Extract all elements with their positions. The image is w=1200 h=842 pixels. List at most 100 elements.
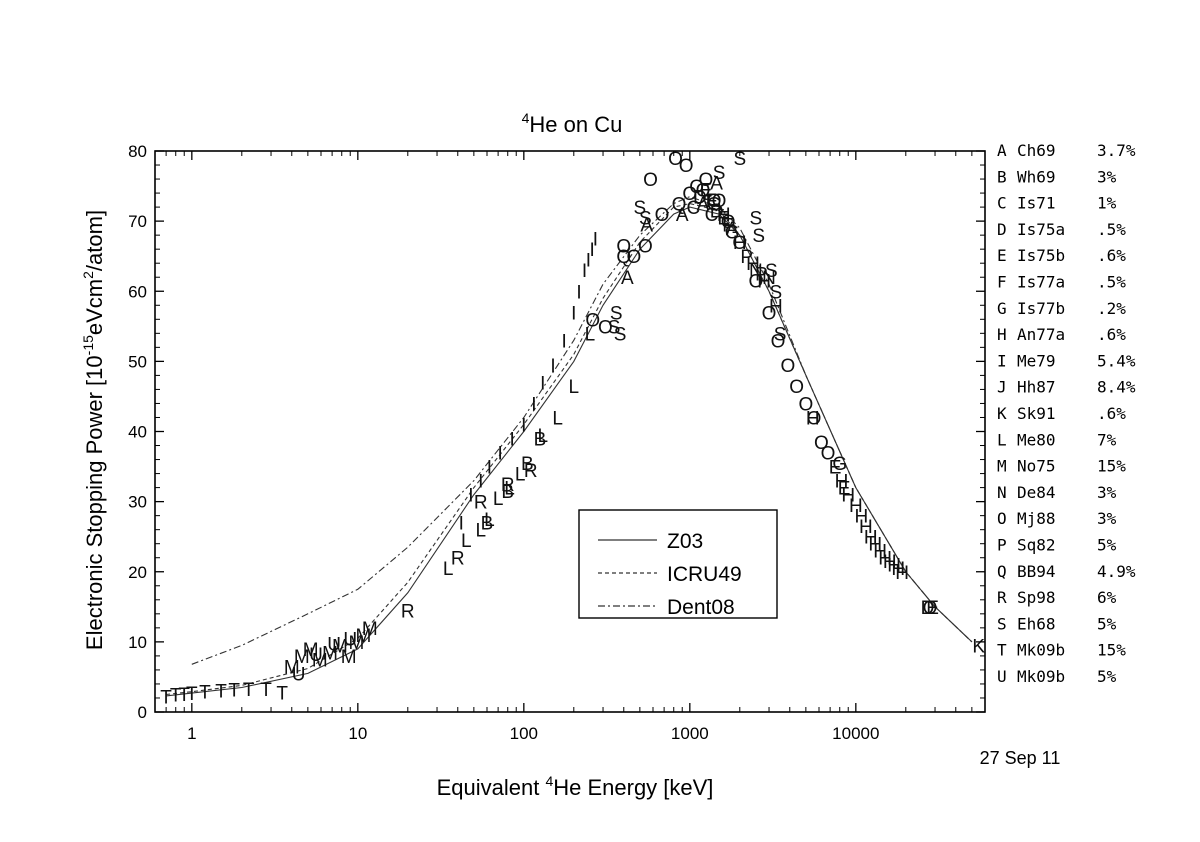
dataset-key-error: 1% (1097, 194, 1117, 213)
data-point-o: O (707, 191, 722, 212)
data-point-i: I (590, 240, 595, 261)
x-axis-label-main: He Energy [keV] (553, 775, 713, 800)
y-tick-label: 70 (128, 212, 147, 231)
dataset-key-letter: I (997, 351, 1007, 370)
data-point-p: P (740, 247, 753, 268)
data-point-h: H (887, 556, 901, 577)
data-point-n: N (762, 268, 776, 289)
dataset-key-error: .6% (1097, 325, 1126, 344)
data-point-q: Q (712, 191, 727, 212)
data-point-m: M (355, 626, 371, 647)
data-point-q: Q (672, 195, 687, 216)
dataset-key-letter: U (997, 667, 1007, 686)
data-point-i: I (478, 472, 483, 493)
dataset-key-letter: A (997, 141, 1007, 160)
data-point-t: T (260, 680, 272, 701)
dataset-key-row: N De84 3% (997, 483, 1117, 502)
dataset-key-row: K Sk91 .6% (997, 404, 1126, 423)
dataset-key-error: .6% (1097, 246, 1126, 265)
dataset-key-row: L Me80 7% (997, 430, 1117, 449)
dataset-key-letter: E (997, 246, 1007, 265)
data-point-h: H (883, 552, 897, 573)
data-point-t: T (160, 688, 172, 709)
data-point-s: S (713, 163, 726, 184)
dataset-key: A Ch69 3.7% B Wh69 3% C Is71 1% D Is75a .5% E Is75b .6… (997, 141, 1136, 686)
dataset-key-letter: R (997, 588, 1007, 607)
data-point-q: Q (616, 247, 631, 268)
data-point-o: O (781, 356, 796, 377)
data-point-l: L (504, 479, 515, 500)
data-point-f: F (706, 191, 718, 212)
data-point-c: C (705, 205, 719, 226)
dataset-key-letter: K (997, 404, 1007, 423)
data-point-d: D (921, 598, 935, 619)
data-point-h: H (757, 272, 771, 293)
data-point-a: A (697, 195, 710, 216)
data-point-l: L (537, 426, 548, 447)
data-point-o: O (923, 598, 938, 619)
data-point-i: I (487, 458, 492, 479)
data-point-e: E (838, 479, 851, 500)
data-point-t: T (228, 681, 240, 702)
data-point-h: H (849, 496, 863, 517)
data-point-o: O (682, 184, 697, 205)
dataset-key-letter: J (997, 378, 1007, 397)
y-axis-label-sup1: -15 (80, 335, 96, 355)
dataset-key-ref: An77a (1017, 325, 1065, 344)
dataset-key-error: 4.9% (1097, 562, 1136, 581)
data-point-t: T (243, 680, 255, 701)
data-point-a: A (640, 216, 653, 237)
data-point-i: I (562, 331, 567, 352)
data-point-b: B (481, 514, 494, 535)
dataset-key-ref: Wh69 (1017, 167, 1056, 186)
dataset-key-letter: G (997, 299, 1007, 318)
dataset-key-error: 3% (1097, 167, 1117, 186)
y-axis-label-pre: Electronic Stopping Power [10 (82, 355, 107, 650)
data-point-l: L (443, 559, 454, 580)
data-point-o: O (821, 444, 836, 465)
data-point-s: S (639, 209, 652, 230)
data-point-u: U (292, 664, 306, 685)
data-point-h: H (891, 559, 905, 580)
x-axis-label: Equivalent 4He Energy [keV] (437, 773, 714, 800)
data-point-o: O (762, 303, 777, 324)
data-point-i: I (540, 373, 545, 394)
data-point-i: I (593, 230, 598, 251)
data-point-h: H (855, 507, 869, 528)
dataset-key-error: 3.7% (1097, 141, 1136, 160)
data-point-m: M (348, 633, 364, 654)
data-point-s: S (750, 209, 763, 230)
date-stamp: 27 Sep 11 (980, 748, 1061, 768)
data-point-o: O (668, 149, 683, 170)
dataset-key-error: 3% (1097, 509, 1117, 528)
x-tick-label: 1 (187, 724, 196, 743)
data-point-g: G (707, 195, 722, 216)
data-point-i: I (582, 261, 587, 282)
data-point-h: H (868, 535, 882, 556)
y-tick-label: 60 (128, 282, 147, 301)
data-point-s: S (610, 303, 623, 324)
dataset-key-error: 7% (1097, 430, 1117, 449)
dataset-key-error: .6% (1097, 404, 1126, 423)
x-tick-label: 1000 (671, 724, 709, 743)
y-axis-label-sup2: 2 (80, 271, 96, 279)
data-point-o: O (699, 170, 714, 191)
legend-items: Z03 ICRU49 Dent08 (598, 530, 742, 619)
data-point-l: L (484, 510, 495, 531)
dataset-key-ref: Is75a (1017, 220, 1065, 239)
dataset-key-error: 5% (1097, 614, 1117, 633)
curve-icru49 (166, 203, 973, 696)
dataset-key-error: .2% (1097, 299, 1126, 318)
data-point-s: S (752, 226, 765, 247)
dataset-key-row: P Sq82 5% (997, 536, 1117, 555)
dataset-key-error: .5% (1097, 220, 1126, 239)
data-point-a: A (726, 219, 739, 240)
data-point-s: S (614, 324, 627, 345)
data-point-a: A (710, 174, 723, 195)
data-point-g: G (725, 223, 740, 244)
dataset-key-ref: Mk09b (1017, 667, 1065, 686)
data-point-h: H (841, 486, 855, 507)
dataset-key-ref: Hh87 (1017, 378, 1056, 397)
data-point-c: C (686, 198, 700, 219)
dataset-key-row: C Is71 1% (997, 194, 1117, 213)
